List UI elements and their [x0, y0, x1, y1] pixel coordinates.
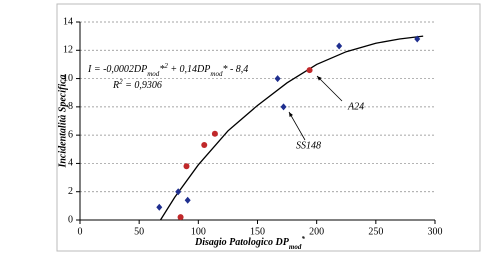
arrow-head	[289, 112, 293, 117]
equation-part: mod	[147, 70, 160, 78]
point	[306, 67, 313, 74]
equation: I = -0,0002DPmod*2 + 0,14DPmod* - 8,4	[87, 62, 248, 78]
r-squared-part: = 0,9306	[123, 80, 162, 91]
annotation-arrow	[288, 111, 306, 141]
y-tick-label: 6	[68, 129, 73, 140]
point	[280, 103, 287, 111]
point	[177, 214, 184, 221]
point	[183, 163, 190, 170]
x-tick-label: 0	[78, 226, 83, 237]
point	[156, 203, 163, 211]
x-tick-label: 200	[309, 226, 324, 237]
point	[184, 196, 191, 204]
equation-part: * - 8,4	[222, 64, 248, 75]
x-axis-label-part: Disagio Patologico DP	[194, 237, 290, 248]
point	[274, 75, 281, 83]
point	[175, 188, 182, 196]
equation-part: I = -0,0002DP	[87, 64, 147, 75]
x-axis-label: Disagio Patologico DPmod*	[194, 235, 305, 251]
y-tick-label: 12	[63, 45, 73, 56]
annotation-arrow	[316, 75, 343, 102]
annotation: A24	[347, 101, 364, 112]
equation-part: mod	[210, 70, 223, 78]
y-tick-label: 0	[68, 214, 73, 225]
point	[414, 35, 421, 43]
equation-part: + 0,14DP	[168, 64, 211, 75]
equation-part: 2	[164, 62, 168, 70]
point	[336, 42, 343, 50]
y-tick-label: 2	[68, 186, 73, 197]
fit-curve	[159, 35, 424, 221]
annotation: SS148	[296, 140, 321, 151]
x-axis-label-part: *	[301, 235, 305, 243]
equation-part: *	[159, 64, 164, 75]
y-tick-label: 14	[63, 16, 73, 27]
y-axis-label: Incidentalità Specifica	[57, 74, 68, 168]
point	[201, 142, 208, 149]
y-tick-label: 10	[63, 73, 73, 84]
x-tick-label: 150	[250, 226, 265, 237]
frame	[56, 3, 481, 252]
x-tick-label: 100	[191, 226, 206, 237]
y-tick-label: 4	[68, 158, 73, 169]
r-squared-part: R	[112, 80, 119, 91]
y-tick-label: 8	[68, 101, 73, 112]
arrow-head	[317, 76, 322, 81]
x-tick-label: 50	[134, 226, 144, 237]
x-axis-label-part: mod	[289, 243, 302, 251]
point	[211, 130, 218, 137]
x-tick-label: 300	[428, 226, 443, 237]
r-squared-part: 2	[119, 78, 123, 86]
x-tick-label: 250	[368, 226, 383, 237]
r-squared: R2 = 0,9306	[112, 78, 162, 92]
